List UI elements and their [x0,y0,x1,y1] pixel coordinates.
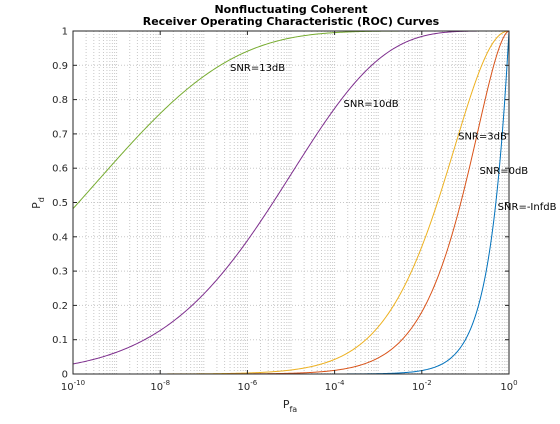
x-tick-label-base: 10 [325,382,338,393]
x-tick-label-exponent: -4 [337,379,345,387]
x-tick-label-exponent: -2 [425,379,432,387]
y-tick-label: 0.5 [52,198,68,209]
grid-lines [73,31,509,374]
y-axis-label: Pd [30,197,46,209]
x-tick-label: 10-4 [325,379,345,393]
y-tick-label: 0.8 [52,95,68,106]
series-label: SNR=13dB [230,63,285,74]
y-tick-label: 0.9 [52,61,68,72]
x-tick-label: 100 [500,379,517,393]
x-axis-label: Pfa [283,398,297,414]
y-tick-label: 0.4 [52,232,68,243]
x-tick-label-exponent: -10 [74,379,85,387]
chart-title-line-1: Nonfluctuating Coherent [214,3,367,16]
x-tick-label-base: 10 [500,382,513,393]
x-tick-label-exponent: -6 [250,379,258,387]
y-tick-label: 0.6 [52,164,68,175]
x-tick-label-base: 10 [412,382,425,393]
x-tick-label-base: 10 [238,382,251,393]
series-label: SNR=3dB [458,132,507,143]
x-tick-label-base: 10 [61,382,74,393]
series-label: SNR=-InfdB [498,202,557,213]
series-label: SNR=0dB [479,166,528,177]
y-tick-label: 0.1 [52,335,68,346]
x-axis-label-sub: fa [289,405,297,414]
y-tick-label: 0.7 [52,129,68,140]
x-axis-label-main: P [283,398,290,411]
y-tick-label: 0.2 [52,301,68,312]
x-tick-label: 10-6 [238,379,258,393]
chart-title-line-2: Receiver Operating Characteristic (ROC) … [143,15,440,28]
y-tick-label: 1 [62,27,68,38]
x-tick-label: 10-10 [61,379,85,393]
y-axis-label-main: P [30,202,43,209]
x-tick-label-base: 10 [150,382,163,393]
axis-ticks: 10-10 10-8 10-6 10-4 10-2 10000.10.20.30.40.5… [52,27,518,394]
y-tick-label: 0 [62,370,68,381]
y-axis-label-sub: d [37,197,46,202]
x-tick-label: 10-8 [150,379,170,393]
x-tick-label-exponent: 0 [513,379,517,387]
x-tick-label: 10-2 [412,379,432,393]
series-line-snr-10db [72,30,509,365]
y-tick-label: 0.3 [52,267,68,278]
series-label: SNR=10dB [343,99,398,110]
series-labels: SNR=13dB SNR=10dB SNR=3dB SNR=0dB SNR=-InfdB [230,63,557,213]
x-tick-label-exponent: -8 [163,379,170,387]
